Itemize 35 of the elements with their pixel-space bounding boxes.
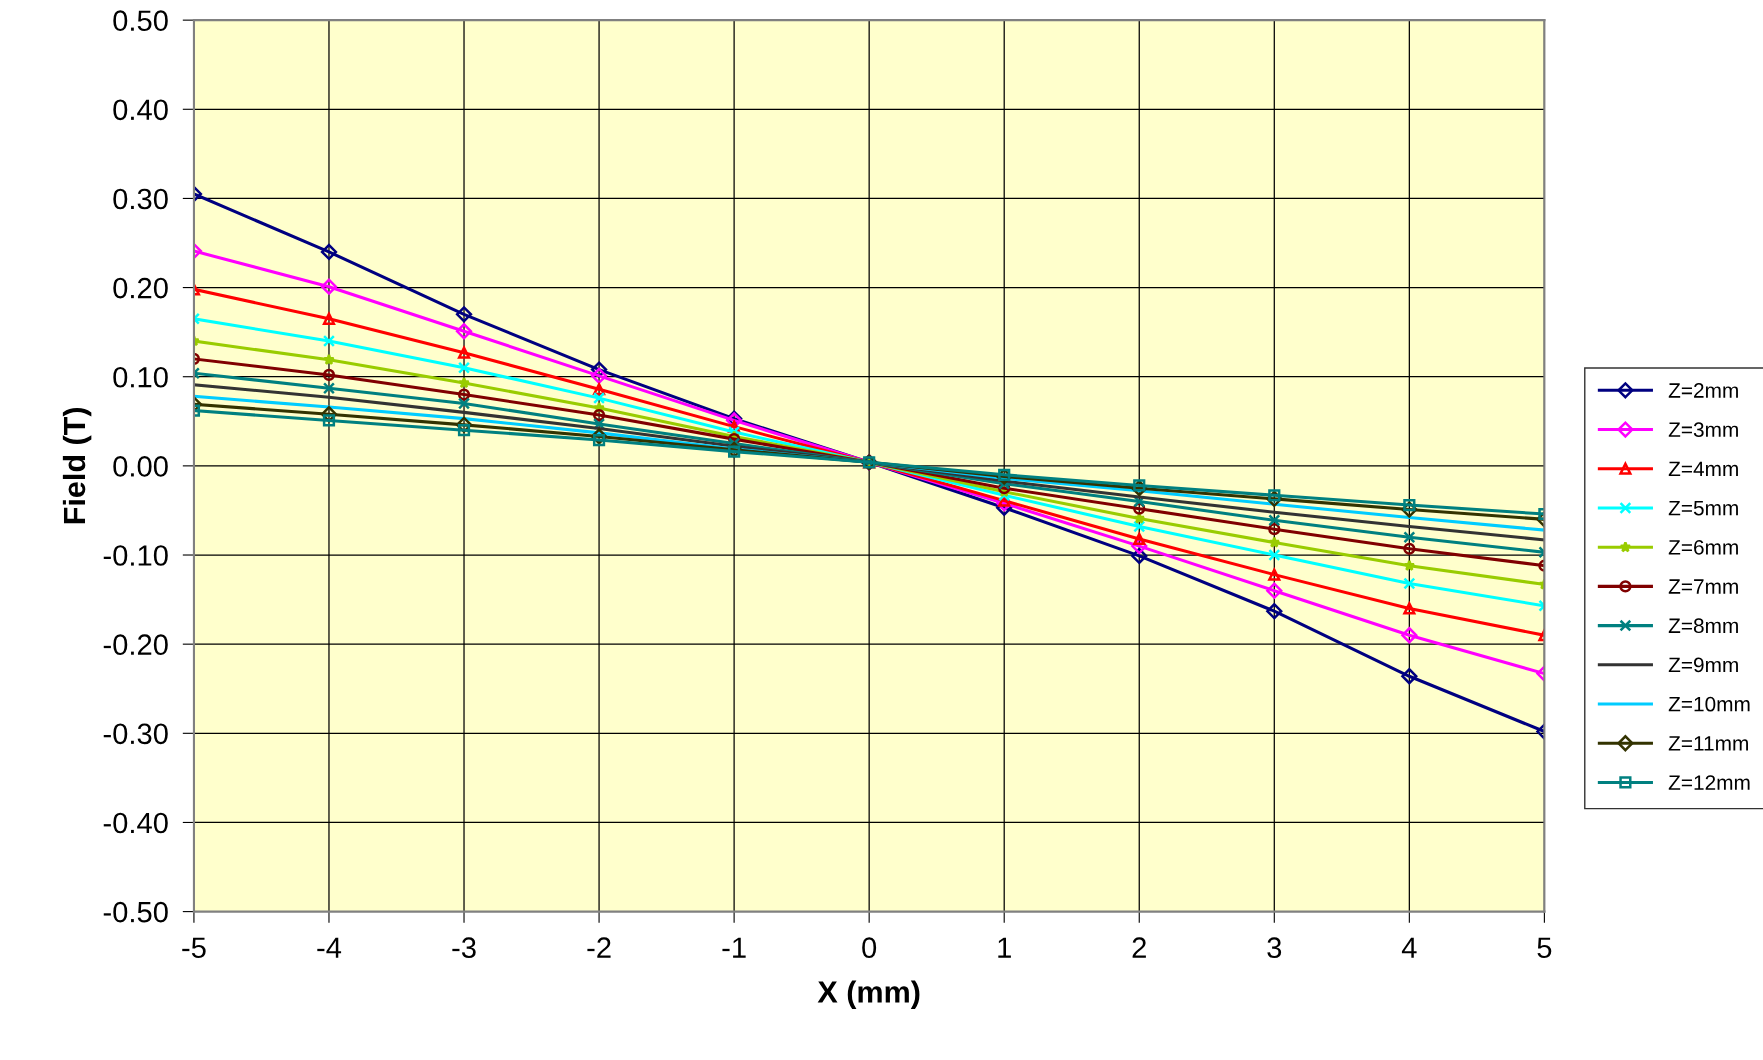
legend-label: Z=8mm bbox=[1668, 618, 1738, 634]
x-tick-label: -4 bbox=[317, 937, 342, 958]
legend-label: Z=11mm bbox=[1668, 736, 1748, 751]
x-tick-label: 5 bbox=[1537, 937, 1552, 959]
x-tick-label: -5 bbox=[182, 937, 206, 959]
y-tick-label: 0.00 bbox=[113, 456, 168, 477]
y-tick-label: 0.20 bbox=[113, 277, 168, 299]
y-tick-label: 0.40 bbox=[113, 99, 168, 121]
legend-label: Z=5mm bbox=[1668, 500, 1738, 516]
legend-label: Z=12mm bbox=[1668, 775, 1750, 790]
x-axis-title: X (mm) bbox=[817, 980, 920, 1009]
x-tick-label: -1 bbox=[722, 937, 746, 958]
y-tick-label: -0.50 bbox=[103, 901, 168, 923]
x-tick-label: -3 bbox=[452, 937, 476, 959]
legend-label: Z=9mm bbox=[1668, 657, 1738, 673]
y-tick-label: -0.40 bbox=[103, 812, 168, 834]
y-tick-label: -0.10 bbox=[103, 545, 168, 566]
y-tick-label: -0.20 bbox=[103, 634, 168, 656]
legend-label: Z=3mm bbox=[1668, 422, 1738, 438]
legend-label: Z=7mm bbox=[1668, 579, 1738, 594]
x-tick-label: 4 bbox=[1401, 937, 1417, 958]
x-tick-label: 0 bbox=[862, 937, 877, 959]
x-tick-label: -2 bbox=[587, 937, 611, 958]
y-tick-label: -0.30 bbox=[103, 723, 168, 745]
legend-label: Z=10mm bbox=[1668, 696, 1750, 712]
y-tick-label: 0.30 bbox=[113, 188, 168, 210]
legend-label: Z=4mm bbox=[1668, 461, 1738, 477]
x-tick-label: 3 bbox=[1267, 937, 1282, 959]
legend-label: Z=6mm bbox=[1668, 539, 1738, 555]
y-tick-label: 0.10 bbox=[113, 366, 168, 388]
y-tick-label: 0.50 bbox=[113, 10, 168, 31]
y-axis-title: Field (T) bbox=[62, 407, 92, 524]
x-tick-label: 2 bbox=[1132, 937, 1146, 958]
x-tick-label: 1 bbox=[998, 937, 1011, 958]
legend-label: Z=2mm bbox=[1668, 383, 1738, 398]
